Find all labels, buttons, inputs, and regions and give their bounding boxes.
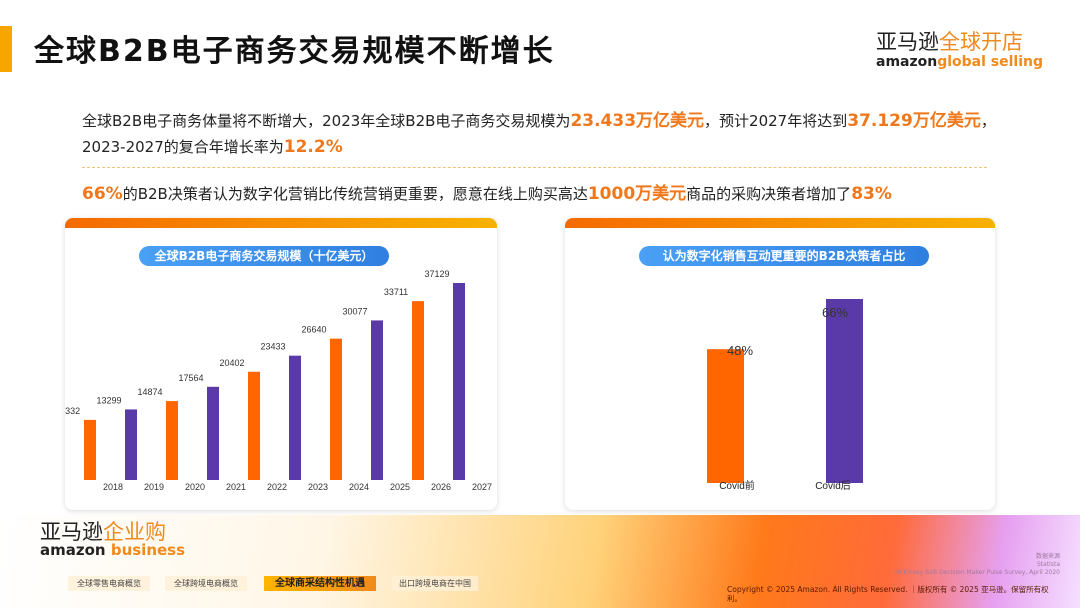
- data-label: 13299: [96, 395, 121, 405]
- bar-Covid后: [826, 299, 863, 483]
- bar-2027: [453, 283, 465, 480]
- x-tick-label: 2024: [349, 482, 369, 492]
- data-label: 11332: [65, 406, 80, 416]
- x-tick-label: 2018: [103, 482, 123, 492]
- b2b-volume-chart-card: 全球B2B电子商务交易规模（十亿美元） 11332 2018 13299 2019 14…: [65, 218, 497, 510]
- decision-maker-chart: 48% Covid前 66% Covid后: [707, 299, 863, 492]
- x-tick-label: 2019: [144, 482, 164, 492]
- x-tick-label: 2023: [308, 482, 328, 492]
- data-label: 48%: [727, 343, 753, 358]
- title-accent: [0, 26, 12, 72]
- x-tick-label: 2021: [226, 482, 246, 492]
- bar-2022: [248, 371, 260, 480]
- data-label: 26640: [301, 325, 326, 335]
- x-tick-label: 2020: [185, 482, 205, 492]
- data-source: 数据来源 Statista McKinsey B2B Decision Maker …: [894, 553, 1060, 576]
- decision-maker-chart-card: 认为数字化销售互动更重要的B2B决策者占比 48% Covid前 66% Covid后: [565, 218, 995, 510]
- nav-tab-crossborder[interactable]: 全球跨境电商概览: [165, 576, 247, 591]
- data-label: 14874: [137, 387, 162, 397]
- nav-tab-procurement[interactable]: 全球商采结构性机遇: [264, 576, 376, 591]
- data-label: 20402: [219, 358, 244, 368]
- x-tick-label: Covid后: [815, 480, 851, 492]
- copyright: Copyright © 2025 Amazon. All Rights Rese…: [727, 585, 1049, 603]
- chart-title: 全球B2B电子商务交易规模（十亿美元）: [139, 246, 389, 266]
- divider: [82, 167, 987, 168]
- bar-2020: [166, 401, 178, 480]
- data-label: 66%: [822, 305, 848, 320]
- page-title: 全球B2B电子商务交易规模不断增长: [34, 34, 555, 69]
- bar-2023: [289, 355, 301, 480]
- amazon-business-logo: 亚马逊企业购 amazon business: [40, 520, 186, 559]
- x-tick-label: 2022: [267, 482, 287, 492]
- data-label: 33711: [384, 287, 408, 297]
- data-label: 37129: [424, 269, 449, 279]
- data-label: 30077: [342, 306, 367, 316]
- nav-tab-export[interactable]: 出口跨境电商在中国: [392, 576, 478, 591]
- chart-title: 认为数字化销售互动更重要的B2B决策者占比: [639, 246, 929, 266]
- x-tick-label: 2027: [472, 482, 492, 492]
- x-tick-label: 2026: [431, 482, 451, 492]
- nav-tab-retail[interactable]: 全球零售电商概览: [68, 576, 150, 591]
- bar-2026: [412, 301, 424, 480]
- summary-paragraph: 全球B2B电子商务体量将不断增大，2023年全球B2B电子商务交易规模为23.4…: [82, 111, 996, 157]
- amazon-global-selling-logo: 亚马逊全球开店 amazonglobal selling: [876, 30, 1044, 70]
- b2b-volume-chart: 11332 2018 13299 2019 14874 2020 17564 2021 2040…: [65, 269, 492, 492]
- footer-background: [0, 515, 1080, 608]
- bar-Covid前: [707, 349, 744, 483]
- data-label: 17564: [178, 373, 203, 383]
- bar-2021: [207, 386, 219, 480]
- x-tick-label: Covid前: [719, 479, 755, 492]
- bar-2019: [125, 409, 137, 480]
- data-label: 23433: [260, 342, 285, 352]
- insight-paragraph: 66%的B2B决策者认为数字化营销比传统营销更重要，愿意在线上购买高达1000万…: [82, 184, 892, 204]
- bar-2024: [330, 338, 342, 480]
- bar-2018: [84, 419, 96, 480]
- bar-2025: [371, 320, 383, 480]
- x-tick-label: 2025: [390, 482, 410, 492]
